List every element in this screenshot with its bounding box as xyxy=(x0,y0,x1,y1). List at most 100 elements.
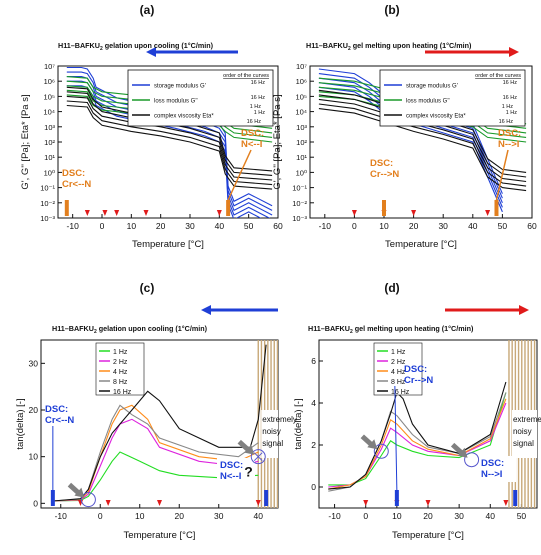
dsc-bar xyxy=(50,490,55,506)
x-tick-label: 40 xyxy=(254,511,264,521)
legend-order-bottom: 1 Hz xyxy=(250,104,262,110)
y-tick-label: 10² xyxy=(296,138,307,147)
legend-order-top: 1 Hz xyxy=(506,110,518,116)
chart-title: H11–BAFKU2 gelation upon cooling (1°C/mi… xyxy=(58,41,214,52)
red-marker xyxy=(485,210,491,216)
legend-box xyxy=(127,69,274,127)
series-line-complex-viscosity-eta- xyxy=(66,104,273,190)
red-marker xyxy=(255,500,261,506)
x-tick-label: 30 xyxy=(454,511,464,521)
x-tick-label: -10 xyxy=(319,221,332,231)
dsc-label-box xyxy=(478,456,516,482)
red-marker xyxy=(425,500,431,506)
legend: 1 Hz 2 Hz 4 Hz 8 Hz 16 Hz xyxy=(373,342,423,396)
highlight-circle xyxy=(373,443,389,459)
panel-b: (b) H11–BAFKU2 gel melting upon heating (… xyxy=(272,3,537,250)
grey-arrow-head xyxy=(367,439,378,450)
series-line-complex-viscosity-eta- xyxy=(318,98,527,183)
legend-entry-label: 1 Hz xyxy=(391,349,406,356)
chart-title-rest: gel melting upon heating (1°C/min) xyxy=(353,324,474,333)
x-axis-label: Temperature [°C] xyxy=(385,239,457,250)
legend-entry-label: 8 Hz xyxy=(391,379,406,386)
legend-order-top: 16 Hz xyxy=(503,95,518,101)
highlight-circle xyxy=(250,449,266,465)
panel-label: (a) xyxy=(140,3,155,17)
x-tick-label: 50 xyxy=(244,221,254,231)
x-axis-label: Temperature [°C] xyxy=(392,530,464,541)
dsc-bar xyxy=(64,200,69,216)
series-line-complex-viscosity-eta- xyxy=(318,108,527,192)
x-tick-label: 0 xyxy=(363,511,368,521)
series-line-complex-viscosity-eta- xyxy=(66,95,273,181)
y-tick-label: 10¹ xyxy=(296,153,307,162)
legend-entry-label: 1 Hz xyxy=(113,349,128,356)
y-tick-label: 10⁶ xyxy=(296,77,307,86)
legend-header: order of the curves xyxy=(223,73,269,79)
x-tick-label: -10 xyxy=(55,511,68,521)
y-tick-label: 10⁻² xyxy=(292,199,307,208)
noisy-label-box xyxy=(511,410,537,458)
chart-title-sub: 2 xyxy=(350,329,353,335)
noisy-signal-label: extremely xyxy=(262,415,297,424)
legend-order-top: 16 Hz xyxy=(251,95,266,101)
dsc-annotation-text: Cr-->N xyxy=(370,169,399,180)
highlight-circle xyxy=(80,492,96,508)
x-tick-label: 20 xyxy=(156,221,166,231)
dsc-bar xyxy=(226,200,231,216)
legend-entry-label: 16 Hz xyxy=(113,389,132,396)
y-tick-label: 0 xyxy=(311,482,316,492)
y-tick-label: 0 xyxy=(33,498,38,508)
y-tick-label: 10⁻³ xyxy=(292,214,307,223)
cross-mark xyxy=(253,452,263,462)
y-tick-label: 10³ xyxy=(296,123,307,132)
red-marker xyxy=(157,500,162,506)
legend-entry-label: complex viscosity Eta* xyxy=(406,114,466,120)
x-axis-label: Temperature [°C] xyxy=(132,239,204,250)
y-tick-label: 10⁻¹ xyxy=(40,184,55,193)
dsc-annotation-text: Cr<--N xyxy=(62,179,91,190)
dsc-annotation-text: N-->I xyxy=(498,139,519,150)
legend-entry-label: storage modulus G' xyxy=(154,84,206,90)
dsc-annotation-text: N-->I xyxy=(481,469,502,480)
grey-arrow-head xyxy=(457,447,468,458)
legend: order of the curves storage modulus G' 16 … xyxy=(127,69,274,127)
legend-order-bottom: 1 Hz xyxy=(502,104,514,110)
y-tick-label: 10⁶ xyxy=(44,77,55,86)
x-tick-label: 10 xyxy=(135,511,145,521)
y-axis-label: tan(delta) [-] xyxy=(15,398,26,449)
legend: 1 Hz 2 Hz 4 Hz 8 Hz 16 Hz xyxy=(95,342,145,396)
x-tick-label: 20 xyxy=(175,511,185,521)
series-line-complex-viscosity-eta- xyxy=(66,100,273,186)
chart-title-rest: gelation upon cooling (1°C/min) xyxy=(103,41,214,50)
dsc-pointer xyxy=(495,149,509,201)
legend-order-top: 1 Hz xyxy=(254,110,266,116)
y-axis-label: G', G'' [Pa]; Eta* [Pa s] xyxy=(20,94,31,189)
x-tick-label: 10 xyxy=(392,511,402,521)
legend-entry-label: loss modulus G'' xyxy=(406,99,450,105)
legend-entry-label: complex viscosity Eta* xyxy=(154,114,214,120)
red-marker xyxy=(143,210,149,216)
dsc-bar xyxy=(382,200,386,216)
y-tick-label: 30 xyxy=(29,358,39,368)
legend-entry-label: 2 Hz xyxy=(391,359,406,366)
legend-entry-label: 4 Hz xyxy=(391,369,406,376)
y-tick-label: 10¹ xyxy=(44,153,55,162)
red-marker xyxy=(503,500,509,506)
legend-entry-label: loss modulus G'' xyxy=(154,99,198,105)
red-marker xyxy=(105,500,111,506)
y-tick-label: 20 xyxy=(29,405,39,415)
y-tick-label: 10 xyxy=(29,452,39,462)
x-tick-label: 30 xyxy=(214,511,224,521)
series-line-complex-viscosity-eta- xyxy=(318,103,527,187)
red-marker xyxy=(114,210,120,216)
chart-title-rest: gel melting upon heating (1°C/min) xyxy=(351,41,472,50)
y-tick-label: 10² xyxy=(44,138,55,147)
x-tick-label: 50 xyxy=(517,511,527,521)
dsc-annotation-text: N<--I xyxy=(241,139,262,150)
red-marker xyxy=(411,210,417,216)
x-tick-label: 20 xyxy=(409,221,419,231)
y-tick-label: 10⁴ xyxy=(295,108,307,117)
series-line-1-hz xyxy=(52,451,259,502)
x-tick-label: 10 xyxy=(127,221,137,231)
